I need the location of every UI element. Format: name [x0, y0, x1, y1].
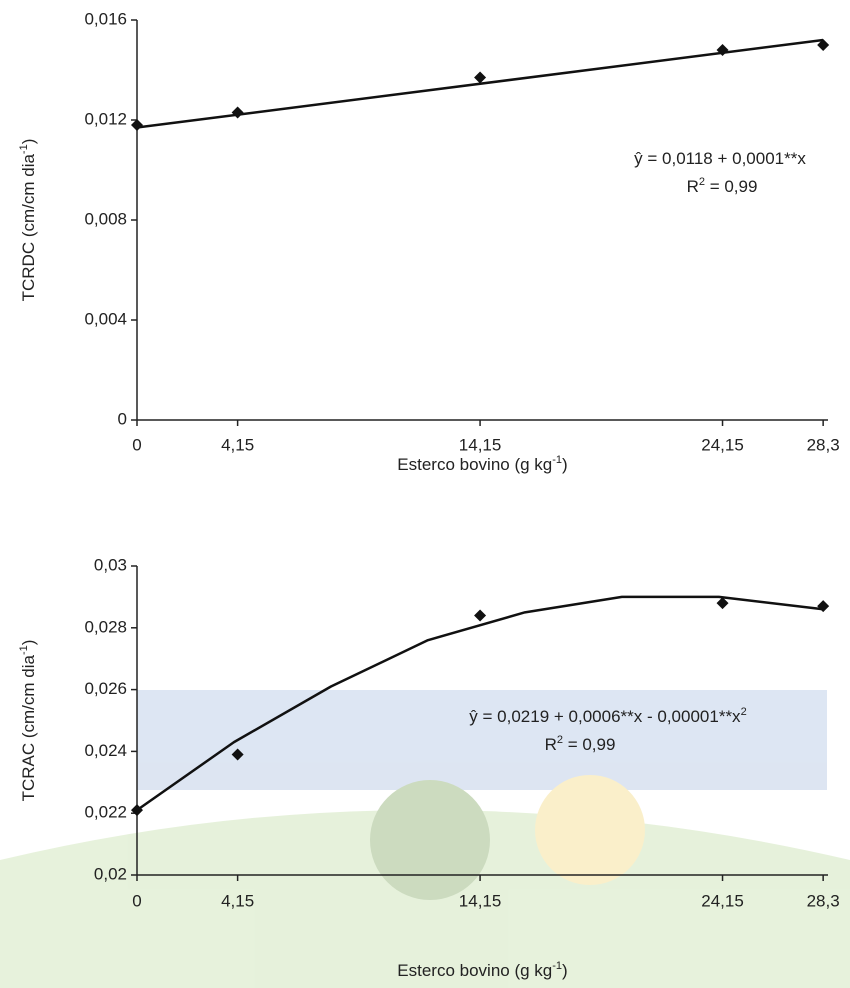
- y-axis-label: TCRAC (cm/cm dia-1): [18, 640, 39, 802]
- x-axis-label: Esterco bovino (g kg-1): [397, 454, 567, 475]
- annotation: R2 = 0,99: [545, 734, 616, 755]
- annotation: R2 = 0,99: [687, 176, 758, 197]
- x-tick-label: 14,15: [459, 891, 502, 910]
- watermark-pumpkin: [535, 775, 645, 885]
- x-axis-label-part: Esterco bovino (g kg: [397, 961, 552, 980]
- x-tick-label: 28,3: [807, 891, 840, 910]
- y-axis-label-part: ): [19, 139, 38, 145]
- y-axis-label: TCRDC (cm/cm dia-1): [18, 139, 39, 302]
- y-axis-label-sup: -1: [18, 645, 30, 655]
- annotation-part: ŷ = 0,0219 + 0,0006**x - 0,00001**x: [469, 707, 741, 726]
- x-tick-label: 24,15: [701, 891, 744, 910]
- watermark-band: [137, 690, 827, 790]
- x-tick-label: 4,15: [221, 891, 254, 910]
- x-tick-label: 4,15: [221, 435, 254, 454]
- x-tick-label: 28,3: [807, 435, 840, 454]
- y-tick-label: 0,03: [94, 555, 127, 574]
- annotation-part: ŷ = 0,0118 + 0,0001**x: [634, 149, 806, 168]
- x-axis-label: Esterco bovino (g kg-1): [397, 960, 567, 981]
- watermark-melon: [370, 780, 490, 900]
- figure: 00,0040,0080,0120,01604,1514,1524,1528,3…: [0, 0, 850, 988]
- x-axis-label-sup: -1: [552, 960, 562, 972]
- x-tick-label: 24,15: [701, 435, 744, 454]
- x-axis-label-part: ): [562, 961, 568, 980]
- annotation-part: R: [545, 735, 557, 754]
- y-tick-label: 0,026: [84, 679, 127, 698]
- y-tick-label: 0,028: [84, 617, 127, 636]
- y-tick-label: 0,012: [84, 109, 127, 128]
- y-tick-label: 0: [118, 409, 127, 428]
- y-tick-label: 0,024: [84, 741, 127, 760]
- y-tick-label: 0,008: [84, 209, 127, 228]
- y-tick-label: 0,004: [84, 309, 127, 328]
- x-tick-label: 14,15: [459, 435, 502, 454]
- x-tick-label: 0: [132, 891, 141, 910]
- x-axis-label-sup: -1: [552, 454, 562, 466]
- annotation-part: = 0,99: [563, 735, 615, 754]
- y-axis-label-part: TCRAC (cm/cm dia: [19, 654, 38, 801]
- y-tick-label: 0,022: [84, 803, 127, 822]
- annotation: ŷ = 0,0118 + 0,0001**x: [634, 149, 806, 168]
- y-tick-label: 0,02: [94, 864, 127, 883]
- x-axis-label-part: ): [562, 455, 568, 474]
- y-axis-label-part: TCRDC (cm/cm dia: [19, 154, 38, 302]
- annotation: ŷ = 0,0219 + 0,0006**x - 0,00001**x2: [469, 706, 746, 727]
- y-axis-label-part: ): [19, 640, 38, 646]
- y-tick-label: 0,016: [84, 9, 127, 28]
- annotation-part: R: [687, 177, 699, 196]
- x-tick-label: 0: [132, 435, 141, 454]
- annotation-part: = 0,99: [705, 177, 757, 196]
- annotation-sup: 2: [741, 706, 747, 718]
- y-axis-label-sup: -1: [18, 144, 30, 154]
- x-axis-label-part: Esterco bovino (g kg: [397, 455, 552, 474]
